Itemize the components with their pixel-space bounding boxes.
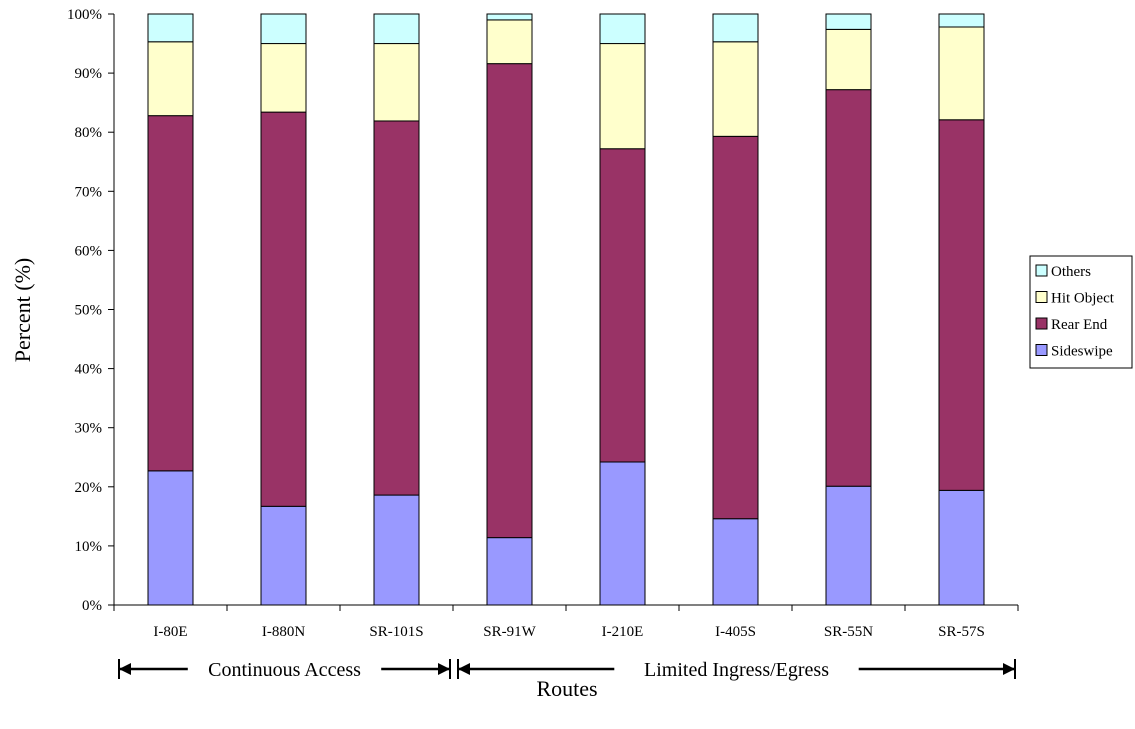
- bar-segment-others-sr-57s: [938, 13, 985, 28]
- route-group-2: Limited Ingress/Egress: [457, 659, 1016, 681]
- bar-segment-rear-end-sr-101s: [373, 120, 420, 496]
- y-tick-label: 70%: [75, 184, 103, 200]
- route-group-1: Continuous Access: [118, 659, 451, 681]
- bar-segment-rear-end-i-405s: [712, 135, 759, 520]
- x-tick-label: SR-55N: [824, 624, 873, 640]
- legend: Others Hit Object Rear End Sideswipe: [1029, 255, 1133, 369]
- bar-segment-sideswipe-sr-57s: [938, 489, 985, 606]
- bar-segment-sideswipe-i-405s: [712, 518, 759, 606]
- legend-item-sideswipe: Sideswipe: [1035, 344, 1113, 360]
- y-tick-label: 30%: [75, 421, 103, 437]
- bar-segment-hit-object-sr-55n: [825, 28, 872, 91]
- y-axis-title: Percent (%): [10, 258, 35, 362]
- legend-swatch: [1035, 264, 1048, 277]
- bar-segment-sideswipe-i-880n: [260, 505, 307, 606]
- y-tick-label: 60%: [75, 243, 103, 259]
- group-label: Limited Ingress/Egress: [644, 659, 829, 681]
- y-tick-label: 10%: [75, 539, 103, 555]
- group-label: Continuous Access: [208, 659, 361, 681]
- legend-item-others: Others: [1035, 264, 1091, 280]
- legend-label: Hit Object: [1051, 291, 1115, 307]
- bar-segment-sideswipe-i-80e: [147, 470, 194, 606]
- bar-segment-others-i-80e: [147, 13, 194, 43]
- legend-item-hit-object: Hit Object: [1035, 291, 1115, 307]
- bar-segment-rear-end-i-880n: [260, 111, 307, 507]
- bar-segment-hit-object-sr-57s: [938, 26, 985, 121]
- legend-swatch: [1035, 291, 1048, 303]
- x-tick-label: SR-57S: [938, 624, 985, 640]
- y-tick-labels: 0% 10% 20% 30% 40% 50% 60% 70% 80% 90% 100%: [67, 7, 114, 614]
- bar-segment-hit-object-i-405s: [712, 41, 759, 137]
- bar-segment-rear-end-sr-57s: [938, 119, 985, 491]
- bar-segment-sideswipe-sr-55n: [825, 485, 872, 606]
- bar-segment-others-i-405s: [712, 13, 759, 43]
- bar-segment-hit-object-i-880n: [260, 43, 307, 113]
- y-tick-label: 20%: [75, 480, 103, 496]
- x-axis-title: Routes: [536, 676, 597, 701]
- legend-item-rear-end: Rear End: [1035, 317, 1108, 333]
- bar-segment-others-i-210e: [599, 13, 646, 45]
- bar-segment-others-sr-91w: [486, 13, 533, 21]
- bar-segment-hit-object-sr-91w: [486, 19, 533, 65]
- bar-segment-others-i-880n: [260, 13, 307, 45]
- x-tick-label: I-210E: [602, 624, 644, 640]
- bar-segment-others-sr-101s: [373, 13, 420, 45]
- bar-segment-sideswipe-i-210e: [599, 461, 646, 606]
- bar-segment-others-sr-55n: [825, 13, 872, 30]
- x-tick-labels: I-80E I-880N SR-101S SR-91W I-210E I-405S SR-5…: [113, 605, 1019, 640]
- x-tick-label: SR-101S: [369, 624, 423, 640]
- y-tick-label: 80%: [75, 125, 103, 141]
- bar-segment-rear-end-sr-91w: [486, 63, 533, 539]
- bar-segment-rear-end-i-80e: [147, 115, 194, 472]
- bar-segment-sideswipe-sr-101s: [373, 494, 420, 606]
- x-tick-label: SR-91W: [483, 624, 536, 640]
- y-tick-label: 0%: [82, 598, 102, 614]
- bars: [147, 13, 985, 606]
- bar-segment-rear-end-sr-55n: [825, 89, 872, 487]
- x-tick-label: I-405S: [715, 624, 756, 640]
- bar-segment-hit-object-sr-101s: [373, 43, 420, 122]
- legend-swatch: [1035, 317, 1048, 330]
- bar-segment-rear-end-i-210e: [599, 148, 646, 463]
- axes: [113, 14, 1018, 606]
- bar-segment-hit-object-i-80e: [147, 41, 194, 117]
- y-tick-label: 90%: [75, 66, 103, 82]
- bar-segment-hit-object-i-210e: [599, 43, 646, 150]
- x-tick-label: I-880N: [262, 624, 305, 640]
- y-tick-label: 50%: [75, 303, 103, 319]
- legend-swatch: [1035, 344, 1048, 356]
- legend-label: Sideswipe: [1051, 344, 1113, 360]
- y-tick-label: 40%: [75, 362, 103, 378]
- y-tick-label: 100%: [67, 7, 102, 23]
- legend-label: Rear End: [1051, 317, 1108, 333]
- bar-segment-sideswipe-sr-91w: [486, 537, 533, 606]
- x-tick-label: I-80E: [153, 624, 187, 640]
- route-groups: Continuous Access Limited Ingress/Egress: [118, 659, 1016, 681]
- legend-label: Others: [1051, 264, 1091, 280]
